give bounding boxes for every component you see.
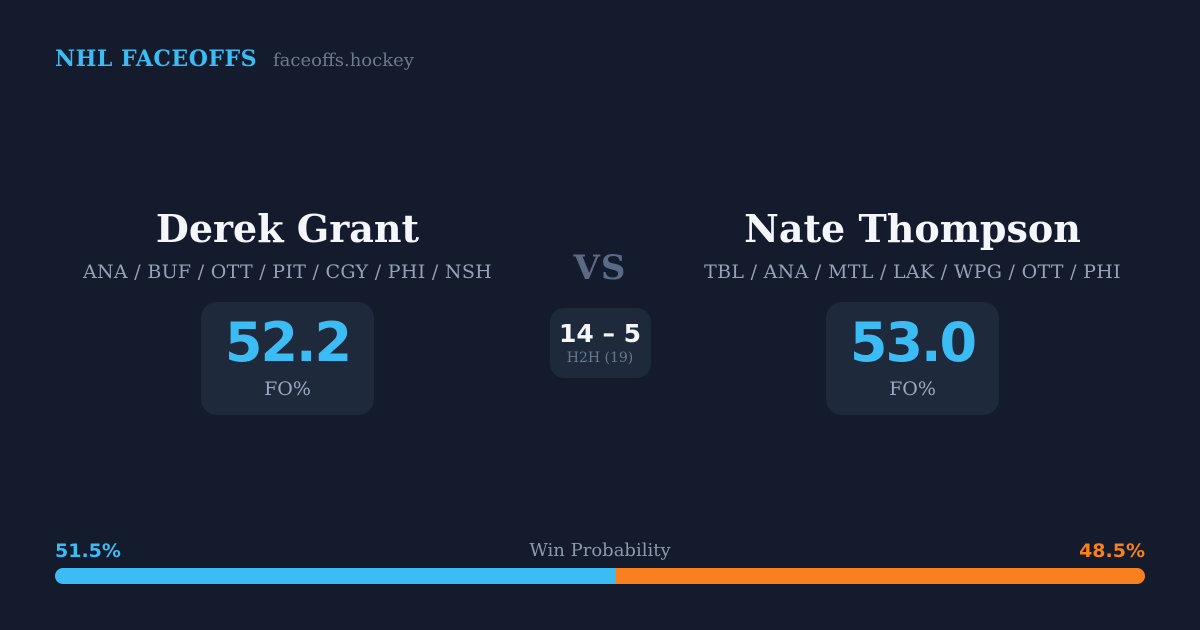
vs-label: VS xyxy=(573,248,627,288)
versus-panel: VS 14 – 5 H2H (19) xyxy=(500,248,700,378)
win-probability-right-pct: 48.5% xyxy=(1079,540,1145,562)
h2h-record: 14 – 5 xyxy=(558,318,642,348)
fo-pct-value-left: 52.2 xyxy=(224,311,352,375)
fo-pct-label-left: FO% xyxy=(264,378,311,401)
header: NHL FACEOFFS faceoffs.hockey xyxy=(55,46,414,72)
win-probability-left-pct: 51.5% xyxy=(55,540,121,562)
win-probability-title: Win Probability xyxy=(529,540,671,561)
player-name-right: Nate Thompson xyxy=(744,206,1081,251)
player-name-left: Derek Grant xyxy=(155,206,420,251)
win-probability-bar-right-segment xyxy=(616,568,1145,584)
player-panel-right: Nate Thompson TBL / ANA / MTL / LAK / WP… xyxy=(680,207,1145,415)
brand-logo: NHL FACEOFFS xyxy=(55,46,257,72)
h2h-label: H2H (19) xyxy=(566,350,634,367)
fo-pct-value-right: 53.0 xyxy=(849,311,977,375)
player-panel-left: Derek Grant ANA / BUF / OTT / PIT / CGY … xyxy=(55,207,520,415)
player-teams-left: ANA / BUF / OTT / PIT / CGY / PHI / NSH xyxy=(82,260,493,283)
player-teams-right: TBL / ANA / MTL / LAK / WPG / OTT / PHI xyxy=(704,260,1121,283)
fo-pct-label-right: FO% xyxy=(889,378,936,401)
stat-box-left: 52.2 FO% xyxy=(201,301,374,415)
win-probability-labels: 51.5% Win Probability 48.5% xyxy=(55,540,1145,562)
site-url: faceoffs.hockey xyxy=(273,50,414,71)
win-probability-bar-left-segment xyxy=(55,568,617,584)
stat-box-right: 53.0 FO% xyxy=(826,301,999,415)
h2h-box: 14 – 5 H2H (19) xyxy=(549,307,651,378)
win-probability-bar xyxy=(55,568,1145,584)
